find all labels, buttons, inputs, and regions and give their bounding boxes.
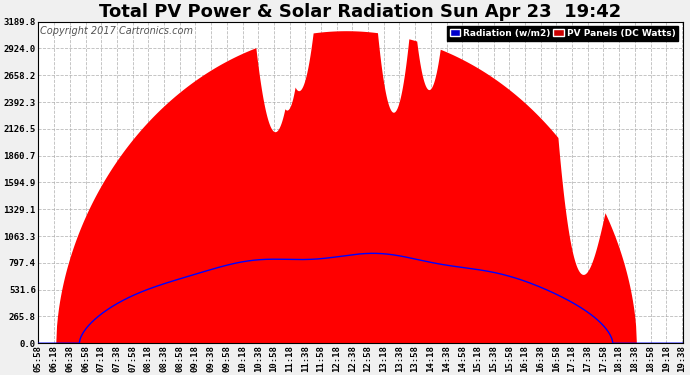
Title: Total PV Power & Solar Radiation Sun Apr 23  19:42: Total PV Power & Solar Radiation Sun Apr… xyxy=(99,3,622,21)
Text: Copyright 2017 Cartronics.com: Copyright 2017 Cartronics.com xyxy=(40,27,193,36)
Legend: Radiation (w/m2), PV Panels (DC Watts): Radiation (w/m2), PV Panels (DC Watts) xyxy=(447,26,678,40)
